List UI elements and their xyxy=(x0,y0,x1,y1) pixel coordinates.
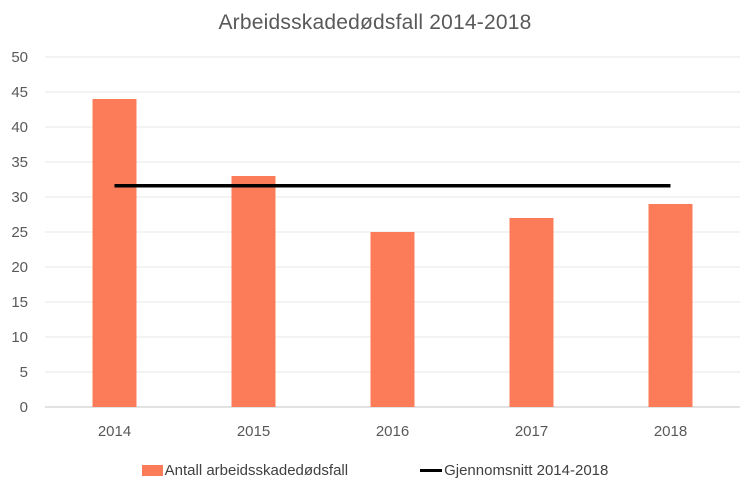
bar-2015 xyxy=(231,176,276,407)
x-tick-label-2016: 2016 xyxy=(376,423,409,440)
y-tick-label-0: 0 xyxy=(20,399,28,416)
legend-line-swatch-icon xyxy=(420,468,443,473)
y-tick-label-45: 45 xyxy=(11,84,28,101)
legend-bar-swatch-icon xyxy=(141,465,163,476)
legend-line-label: Gjennomsnitt 2014-2018 xyxy=(444,462,609,479)
legend-item-average-line: Gjennomsnitt 2014-2018 xyxy=(420,462,608,479)
y-tick-label-30: 30 xyxy=(11,189,28,206)
y-tick-label-50: 50 xyxy=(11,49,28,66)
bar-2017 xyxy=(509,218,554,407)
chart-title: Arbeidsskadedødsfall 2014-2018 xyxy=(218,11,532,34)
x-tick-label-2015: 2015 xyxy=(237,423,270,440)
y-tick-label-20: 20 xyxy=(11,259,28,276)
legend-item-bar-series: Antall arbeidsskadedødsfall xyxy=(141,462,349,479)
y-tick-label-15: 15 xyxy=(11,294,28,311)
y-tick-label-25: 25 xyxy=(11,224,28,241)
chart-legend: Antall arbeidsskadedødsfall Gjennomsnitt… xyxy=(0,462,750,479)
x-tick-label-2018: 2018 xyxy=(654,423,687,440)
y-tick-label-5: 5 xyxy=(20,364,28,381)
bar-2016 xyxy=(370,232,415,407)
x-tick-label-2017: 2017 xyxy=(515,423,548,440)
x-tick-label-2014: 2014 xyxy=(98,423,131,440)
y-tick-label-10: 10 xyxy=(11,329,28,346)
y-tick-label-35: 35 xyxy=(11,154,28,171)
bar-2018 xyxy=(648,204,693,407)
legend-bar-label: Antall arbeidsskadedødsfall xyxy=(164,462,349,479)
bar-2014 xyxy=(92,99,137,407)
y-tick-label-40: 40 xyxy=(11,119,28,136)
